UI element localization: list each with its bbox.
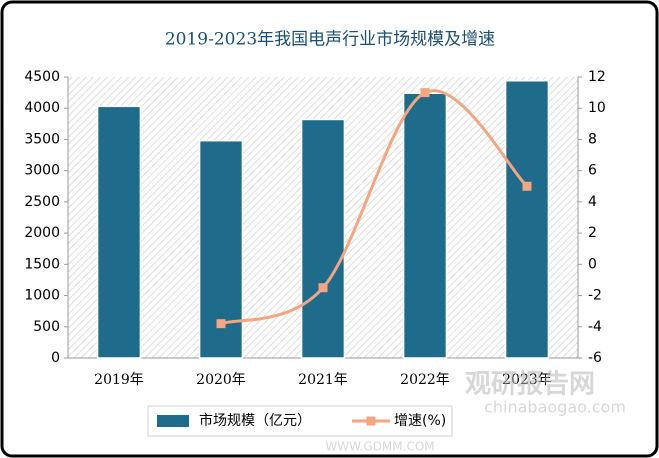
y-tick-label: 3500 (24, 131, 60, 147)
bar (504, 79, 550, 359)
y2-tick-label: 6 (588, 163, 597, 179)
legend-label: 市场规模（亿元） (199, 412, 311, 429)
legend-swatch (157, 415, 189, 427)
watermark: WWW.GDMM.COM (325, 440, 434, 454)
y-tick-label: 2000 (24, 225, 60, 241)
legend-box (147, 405, 453, 437)
line (220, 89, 529, 326)
line-marker (420, 88, 430, 98)
y2-tick-label: -2 (588, 288, 602, 304)
y2-tick-label: 0 (588, 256, 597, 272)
y-tick-label: 0 (51, 350, 60, 366)
line-marker (216, 319, 226, 329)
line-marker (522, 181, 532, 191)
y2-tick-label: 2 (588, 225, 597, 241)
y-tick-label: 4000 (24, 100, 60, 116)
x-tick-label: 2022年 (400, 372, 450, 388)
y2-tick-label: -6 (588, 350, 602, 366)
legend-label: 增速(%) (394, 413, 446, 429)
x-tick-label: 2021年 (298, 372, 348, 388)
bar (96, 105, 142, 359)
bar (300, 118, 346, 359)
watermark: chinabaogao.com (484, 398, 626, 417)
y2-tick-label: 4 (588, 194, 597, 210)
y-tick-label: 4500 (24, 69, 60, 85)
bar (402, 92, 448, 359)
line-marker (318, 283, 328, 293)
y-tick-label: 1500 (24, 256, 60, 272)
y-tick-label: 1000 (24, 288, 60, 304)
chart-title: 2019-2023年我国电声行业市场规模及增速 (165, 30, 495, 50)
y2-tick-label: 10 (588, 100, 606, 116)
x-tick-label: 2019年 (94, 372, 144, 388)
y-tick-label: 2500 (24, 194, 60, 210)
legend-swatch-marker (366, 416, 376, 426)
x-tick-label: 2023年 (502, 372, 552, 388)
y-tick-label: 500 (33, 319, 60, 335)
watermark: 观研报告网 (465, 369, 595, 400)
y-tick-label: 3000 (24, 163, 60, 179)
y2-tick-label: 12 (588, 69, 606, 85)
y2-tick-label: -4 (588, 319, 602, 335)
x-tick-label: 2020年 (196, 372, 246, 388)
y2-tick-label: 8 (588, 131, 597, 147)
